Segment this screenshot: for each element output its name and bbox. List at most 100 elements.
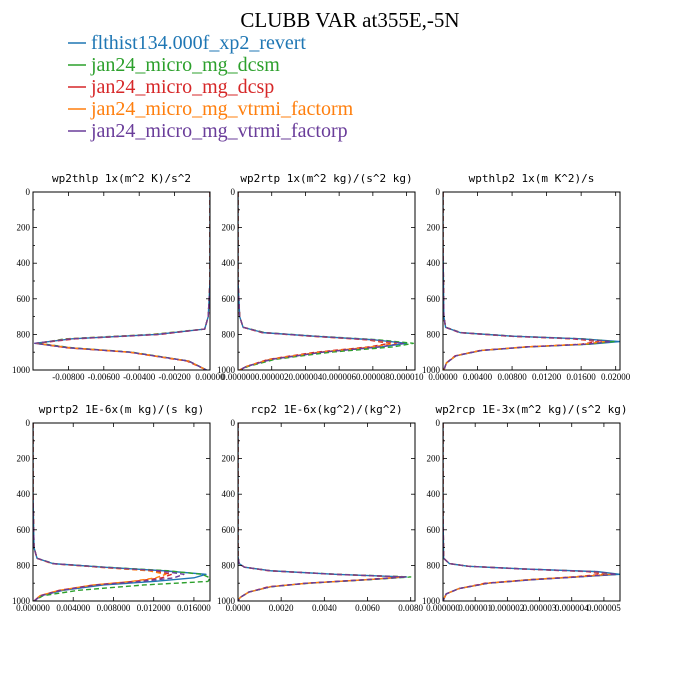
x-tick-label: 0.004000 bbox=[56, 603, 90, 613]
x-tick-label: 0.000002 bbox=[255, 372, 289, 382]
series-line bbox=[443, 192, 607, 370]
series-line bbox=[35, 192, 210, 370]
series-group bbox=[33, 423, 210, 601]
x-tick-label: 0.016000 bbox=[177, 603, 211, 613]
y-tick-label: 400 bbox=[427, 258, 441, 268]
y-tick-label: 400 bbox=[222, 489, 236, 499]
x-tick-label: -0.00800 bbox=[52, 372, 85, 382]
legend-item: jan24_micro_mg_vtrmi_factorp bbox=[68, 120, 348, 142]
x-tick-label: 0.01600 bbox=[567, 372, 597, 382]
y-tick-label: 600 bbox=[17, 525, 31, 535]
y-tick-label: 200 bbox=[222, 223, 236, 233]
x-tick-label: 0.0000 bbox=[226, 603, 251, 613]
x-tick-label: 0.000005 bbox=[587, 603, 621, 613]
x-tick-label: 0.000001 bbox=[458, 603, 492, 613]
x-tick-label: 0.01200 bbox=[532, 372, 562, 382]
y-tick-label: 400 bbox=[427, 489, 441, 499]
series-line bbox=[443, 423, 618, 601]
series-group bbox=[238, 423, 412, 601]
legend-item: flthist134.000f_xp2_revert bbox=[68, 32, 306, 54]
series-line bbox=[33, 423, 173, 601]
panel-6: wp2rcp 1E-3x(m^2 kg)/(s^2 kg) 0 200 400 600 8… bbox=[422, 403, 628, 613]
y-tick-label: 200 bbox=[427, 223, 441, 233]
y-tick-label: 0 bbox=[231, 187, 236, 197]
y-tick-label: 0 bbox=[436, 418, 441, 428]
legend-label: jan24_micro_mg_dcsp bbox=[90, 76, 274, 98]
panels: wp2thlp 1x(m^2 K)/s^2 0 200 400 600 800 1000 -0… bbox=[12, 172, 631, 613]
series-group bbox=[443, 192, 620, 370]
y-tick-label: 1000 bbox=[217, 365, 236, 375]
x-tick-label: 0.0080 bbox=[398, 603, 423, 613]
series-line bbox=[238, 192, 404, 370]
legend: flthist134.000f_xp2_revertjan24_micro_mg… bbox=[68, 32, 354, 142]
legend-item: jan24_micro_mg_vtrmi_factorm bbox=[68, 98, 354, 120]
y-tick-label: 400 bbox=[17, 489, 31, 499]
panel-title: wp2rcp 1E-3x(m^2 kg)/(s^2 kg) bbox=[435, 403, 627, 416]
y-tick-label: 1000 bbox=[12, 365, 31, 375]
legend-label: jan24_micro_mg_dcsm bbox=[90, 54, 280, 76]
y-tick-label: 600 bbox=[427, 294, 441, 304]
series-line bbox=[35, 192, 210, 370]
x-tick-label: 0.02000 bbox=[601, 372, 631, 382]
legend-item: jan24_micro_mg_dcsm bbox=[68, 54, 280, 76]
x-tick-label: 0.000004 bbox=[289, 372, 323, 382]
series-line bbox=[443, 423, 620, 601]
y-tick-label: 400 bbox=[222, 258, 236, 268]
series-line bbox=[443, 423, 612, 601]
x-tick-label: 0.000008 bbox=[356, 372, 390, 382]
y-tick-label: 200 bbox=[222, 454, 236, 464]
panel-2: wp2rtp 1x(m^2 kg)/(s^2 kg) 0 200 400 600 800 1… bbox=[217, 172, 424, 382]
panel-title: wprtp2 1E-6x(m kg)/(s kg) bbox=[39, 403, 205, 416]
series-line bbox=[238, 192, 398, 370]
x-tick-label: 0.000004 bbox=[555, 603, 589, 613]
y-tick-label: 1000 bbox=[422, 596, 441, 606]
x-tick-label: 0.00800 bbox=[497, 372, 527, 382]
y-tick-label: 800 bbox=[427, 560, 441, 570]
panel-title: wp2thlp 1x(m^2 K)/s^2 bbox=[52, 172, 191, 185]
plot-frame bbox=[32, 191, 211, 371]
series-line bbox=[238, 423, 408, 601]
y-tick-label: 0 bbox=[436, 187, 441, 197]
x-tick-label: 0.000000 bbox=[221, 372, 255, 382]
y-tick-label: 800 bbox=[17, 560, 31, 570]
legend-label: jan24_micro_mg_vtrmi_factorm bbox=[90, 98, 354, 120]
y-tick-label: 1000 bbox=[217, 596, 236, 606]
y-tick-label: 200 bbox=[17, 454, 31, 464]
legend-item: jan24_micro_mg_dcsp bbox=[68, 76, 274, 98]
panel-title: wp2rtp 1x(m^2 kg)/(s^2 kg) bbox=[240, 172, 412, 185]
series-group bbox=[443, 423, 620, 601]
x-tick-label: 0.000010 bbox=[390, 372, 424, 382]
y-tick-label: 800 bbox=[222, 329, 236, 339]
y-tick-label: 0 bbox=[231, 418, 236, 428]
series-group bbox=[238, 192, 415, 370]
series-line bbox=[33, 423, 167, 601]
y-tick-label: 600 bbox=[427, 525, 441, 535]
series-line bbox=[443, 192, 600, 370]
x-tick-label: 0.00000 bbox=[195, 372, 225, 382]
y-tick-label: 600 bbox=[222, 294, 236, 304]
series-line bbox=[238, 192, 408, 370]
series-line bbox=[34, 192, 210, 370]
panel-title: wpthlp2 1x(m K^2)/s bbox=[469, 172, 595, 185]
y-tick-label: 800 bbox=[222, 560, 236, 570]
panel-5: rcp2 1E-6x(kg^2)/(kg^2) 0 200 400 600 800 1000… bbox=[217, 403, 424, 613]
x-tick-label: -0.00400 bbox=[123, 372, 156, 382]
y-tick-label: 800 bbox=[427, 329, 441, 339]
x-tick-label: 0.000006 bbox=[322, 372, 356, 382]
x-tick-label: 0.008000 bbox=[97, 603, 131, 613]
series-line bbox=[37, 192, 210, 370]
y-tick-label: 0 bbox=[26, 418, 31, 428]
series-line bbox=[238, 423, 403, 601]
x-tick-label: 0.0060 bbox=[355, 603, 380, 613]
plot-frame bbox=[442, 422, 621, 602]
legend-label: flthist134.000f_xp2_revert bbox=[91, 32, 306, 54]
series-line bbox=[33, 423, 210, 601]
figure-title: CLUBB VAR at355E,-5N bbox=[240, 8, 459, 32]
y-tick-label: 800 bbox=[17, 329, 31, 339]
y-tick-label: 200 bbox=[427, 454, 441, 464]
x-tick-label: 0.0020 bbox=[269, 603, 294, 613]
x-tick-label: -0.00600 bbox=[88, 372, 121, 382]
x-tick-label: 0.000000 bbox=[16, 603, 50, 613]
y-tick-label: 1000 bbox=[422, 365, 441, 375]
